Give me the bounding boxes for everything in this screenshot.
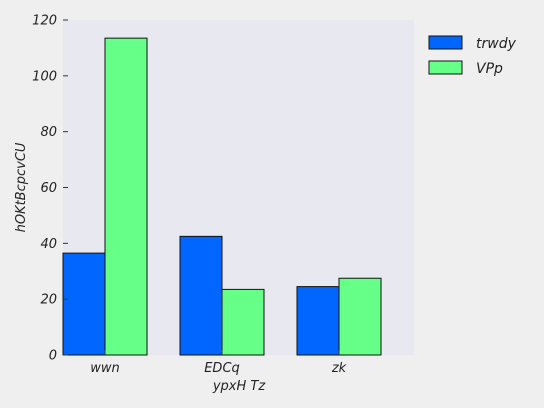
- x-tick-label: zk: [331, 361, 347, 376]
- bar-trwdy-wwn: [62, 252, 106, 356]
- y-tick-label: 100: [32, 69, 57, 84]
- bar-VPp-EDCq: [221, 288, 265, 356]
- y-tick-label: 80: [40, 125, 57, 140]
- y-tick-label: 20: [40, 293, 57, 308]
- legend-label-trwdy: trwdy: [476, 36, 517, 52]
- x-axis-ticks: wwn EDCq zk: [90, 350, 347, 376]
- legend-swatch-trwdy: [428, 35, 463, 50]
- x-axis-label: ypxH Tz: [212, 379, 266, 394]
- bar-VPp-wwn: [104, 37, 148, 356]
- legend-swatch-VPp: [428, 60, 463, 75]
- bars-group: [62, 37, 382, 356]
- x-tick-label: wwn: [90, 361, 120, 376]
- y-axis-label: hOKtBcpcvCU: [14, 142, 29, 232]
- bar-trwdy-zk: [296, 286, 340, 356]
- y-axis-ticks: 0 20 40 60 80 100 120: [32, 14, 68, 364]
- x-tick-label: EDCq: [204, 361, 240, 376]
- y-tick-label: 0: [49, 349, 57, 364]
- bar-trwdy-EDCq: [179, 235, 223, 356]
- bar-VPp-zk: [338, 277, 382, 356]
- y-tick-label: 120: [32, 14, 57, 29]
- legend-label-VPp: VPp: [476, 61, 503, 77]
- legend: trwdy VPp: [428, 35, 517, 77]
- y-tick-label: 60: [40, 181, 57, 196]
- y-tick-label: 40: [40, 237, 57, 252]
